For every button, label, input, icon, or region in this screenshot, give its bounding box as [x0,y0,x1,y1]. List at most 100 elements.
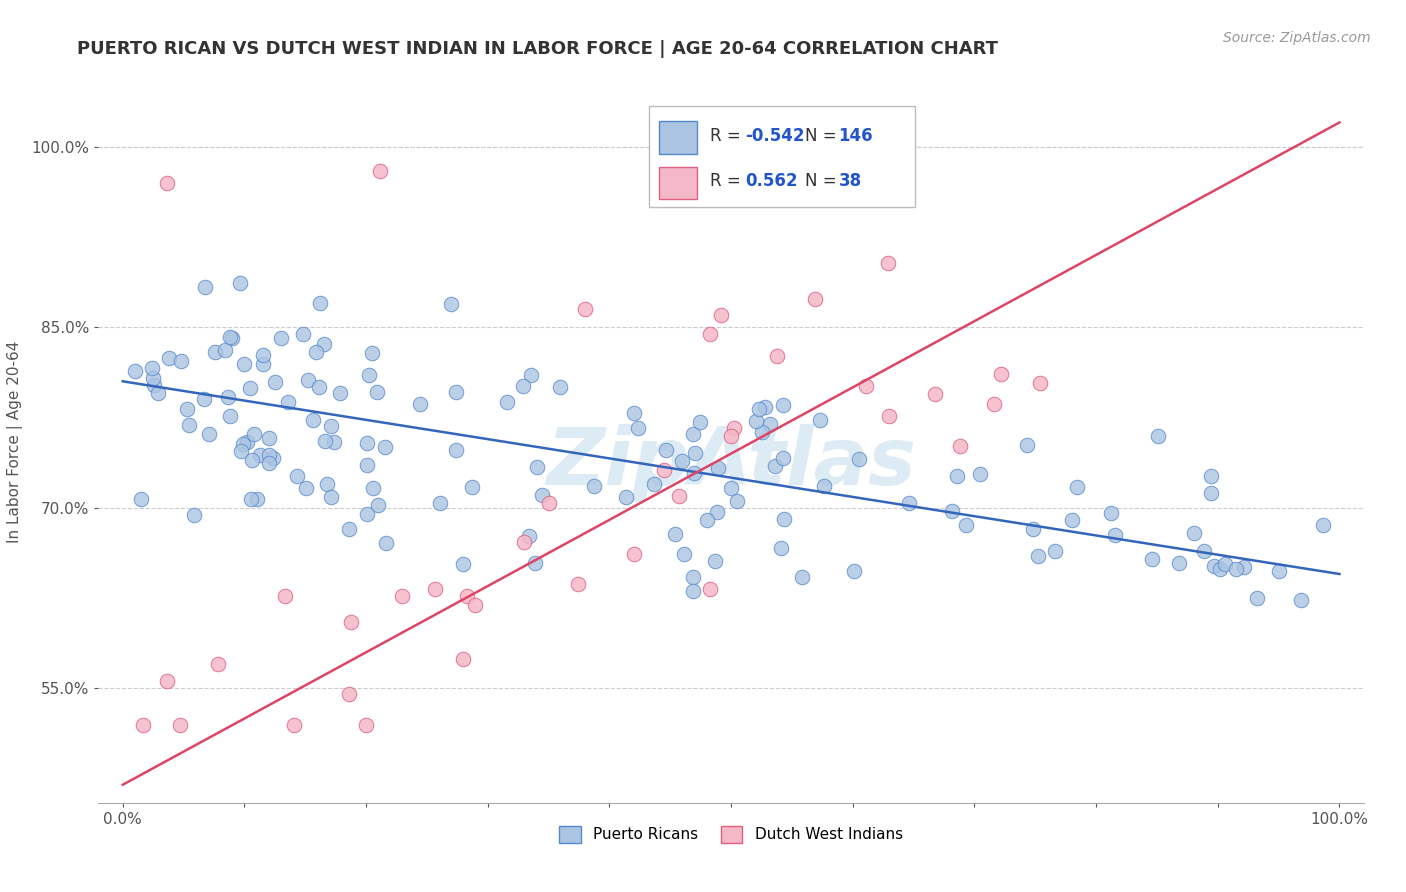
Point [193,392,215,406]
Point [323,434,346,449]
Point [763,458,786,473]
Point [1182,526,1205,541]
Point [582,479,605,493]
Point [239,381,262,395]
Point [273,589,295,603]
Point [513,535,536,549]
Point [1267,564,1289,578]
Point [1140,551,1163,566]
Text: 0.562: 0.562 [745,172,797,190]
Point [671,454,693,468]
Point [129,491,152,506]
Point [243,427,266,442]
Point [257,456,280,470]
Point [217,390,239,404]
Point [877,409,900,423]
Point [270,331,292,345]
Point [683,446,706,460]
Point [496,395,519,409]
Point [696,513,718,527]
Point [366,384,388,399]
Point [357,368,380,382]
Y-axis label: In Labor Force | Age 20-64: In Labor Force | Age 20-64 [7,341,22,542]
Point [1225,562,1247,576]
Point [368,163,391,178]
Point [751,425,773,439]
Point [643,477,665,491]
Point [356,507,378,521]
Point [169,717,191,731]
Point [314,434,336,449]
Point [409,397,432,411]
Point [682,583,704,598]
Point [444,385,467,400]
Point [512,379,534,393]
Point [367,499,389,513]
Point [948,440,970,454]
Point [141,361,163,376]
Point [179,417,201,432]
Point [262,450,284,465]
Point [745,414,768,428]
Point [374,440,396,454]
Text: R =: R = [710,172,751,190]
Point [699,326,721,341]
Point [236,434,259,449]
Text: -0.542: -0.542 [745,127,804,145]
Point [295,481,318,495]
Point [792,570,814,584]
Point [257,431,280,445]
Point [356,458,378,472]
Point [142,371,165,385]
Point [877,256,900,270]
Text: N =: N = [804,127,837,145]
Point [356,435,378,450]
Point [548,380,571,394]
Point [1168,556,1191,570]
Point [1192,544,1215,558]
Point [291,327,314,342]
Point [623,406,645,420]
Point [754,400,776,414]
Point [221,331,243,345]
Point [848,451,870,466]
Point [321,419,343,434]
Point [219,409,242,423]
Point [855,378,877,392]
Point [682,570,704,584]
Point [537,496,560,510]
Point [1021,522,1043,536]
Point [574,302,596,317]
Point [1066,480,1088,494]
Point [240,453,263,467]
Point [391,589,413,603]
FancyBboxPatch shape [648,105,914,207]
Point [315,476,337,491]
Point [444,443,467,458]
Point [249,448,271,462]
Point [285,469,308,483]
Point [176,401,198,416]
Point [218,330,240,344]
Point [623,547,645,561]
Point [683,466,706,480]
Point [252,357,274,371]
Point [1060,513,1083,527]
Point [614,490,637,504]
Point [429,496,451,510]
Point [461,480,484,494]
Point [246,491,269,506]
Point [1199,468,1222,483]
Point [337,523,360,537]
FancyBboxPatch shape [659,121,697,154]
Point [813,479,835,493]
Point [941,504,963,518]
Point [239,491,262,506]
Point [627,421,650,435]
Point [1099,506,1122,520]
Point [1026,549,1049,563]
Legend: Puerto Ricans, Dutch West Indians: Puerto Ricans, Dutch West Indians [554,820,908,849]
Point [748,401,770,416]
Point [1204,559,1226,574]
Point [703,554,725,568]
